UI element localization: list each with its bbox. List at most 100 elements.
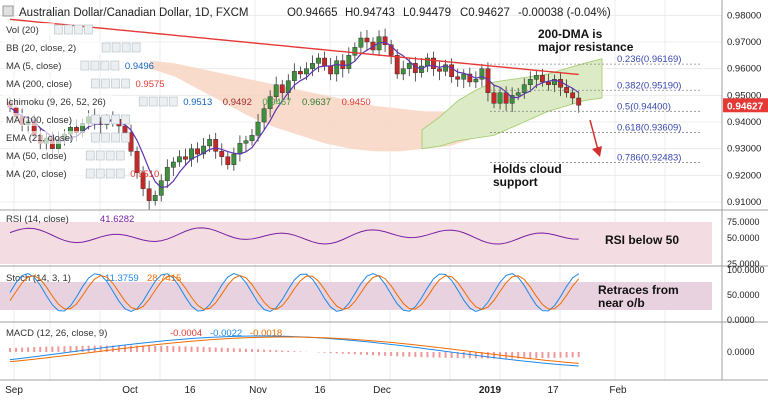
candle-body-up <box>461 73 467 80</box>
candle-body-down <box>540 75 545 83</box>
stoch-band <box>0 282 712 310</box>
indicator-settings-icon[interactable] <box>111 78 120 89</box>
candle-body-up <box>273 84 279 97</box>
candle-body-up <box>521 84 527 93</box>
indicator-settings-icon[interactable] <box>100 60 110 71</box>
indicator-settings-icon[interactable] <box>121 78 130 89</box>
indicator-settings-icon[interactable] <box>111 42 121 53</box>
macd-hist-bar <box>244 348 247 352</box>
indicator-settings-icon[interactable] <box>64 24 73 35</box>
indicator-settings-icon[interactable] <box>84 24 93 35</box>
candle-body-up <box>509 95 515 104</box>
fib-label: 0.618(0.93609) <box>617 122 681 133</box>
candle <box>316 53 321 73</box>
candle-body-up <box>207 139 213 147</box>
macd-hist-bar <box>57 346 60 352</box>
indicator-settings-icon[interactable] <box>131 42 141 53</box>
indicator-settings-icon[interactable] <box>105 150 115 161</box>
candle <box>164 159 170 189</box>
macd-hist-bar <box>154 345 157 352</box>
stoch-annotation-line1: Retraces from <box>598 283 679 297</box>
candle <box>437 60 442 81</box>
candle <box>352 42 358 62</box>
collapse-icon[interactable] <box>2 5 14 17</box>
indicator-settings-icon[interactable] <box>95 150 105 161</box>
candle-body-up <box>443 64 448 72</box>
price-tick: 0.92000 <box>727 170 761 181</box>
macd-hist-bar <box>402 352 405 357</box>
indicator-settings-icon[interactable] <box>158 96 168 107</box>
time-tick: Feb <box>609 385 627 396</box>
indicator-settings-icon[interactable] <box>74 24 83 35</box>
macd-hist-bar <box>184 346 187 352</box>
macd-tick: 0.0000 <box>727 347 755 357</box>
indicator-label: Ichimoku (9, 26, 52, 26) <box>6 97 106 108</box>
candle-body-down <box>576 97 582 106</box>
macd-hist-bar <box>341 352 344 354</box>
candle-body-down <box>455 76 461 80</box>
indicator-settings-icon[interactable] <box>101 132 110 143</box>
candle-body-down <box>134 151 140 173</box>
macd-hist-bar <box>196 346 199 352</box>
candle-body-up <box>304 68 309 75</box>
indicator-settings-icon[interactable] <box>121 42 131 53</box>
indicator-settings-icon[interactable] <box>111 114 120 125</box>
indicator-settings-icon[interactable] <box>91 132 100 143</box>
indicator-settings-icon[interactable] <box>101 114 110 125</box>
indicator-settings-icon[interactable] <box>85 168 95 179</box>
macd-hist-bar <box>251 348 253 352</box>
candle <box>261 103 267 130</box>
time-tick: Oct <box>122 385 138 396</box>
macd-hist-bar <box>142 345 145 352</box>
indicator-settings-icon[interactable] <box>85 150 95 161</box>
indicator-value: 0.9492 <box>223 97 252 108</box>
candle-body-up <box>201 145 206 155</box>
indicator-label-bg <box>2 95 112 108</box>
candle <box>243 135 249 153</box>
indicator-settings-icon[interactable] <box>138 96 148 107</box>
indicator-settings-icon[interactable] <box>95 168 105 179</box>
fib-label: 0.786(0.92483) <box>617 152 681 163</box>
indicator-settings-icon[interactable] <box>121 114 130 125</box>
indicator-settings-icon[interactable] <box>101 78 110 89</box>
indicator-settings-icon[interactable] <box>105 168 115 179</box>
macd-hist-bar <box>63 346 66 352</box>
candle <box>461 69 467 89</box>
indicator-settings-icon[interactable] <box>121 132 130 143</box>
candle-body-down <box>382 36 388 45</box>
price-tick: 0.94000 <box>727 117 761 128</box>
indicator-label-bg <box>2 113 94 126</box>
candle-body-up <box>255 121 261 136</box>
indicator-label: MA (5, close) <box>6 61 61 72</box>
indicator-settings-icon[interactable] <box>80 60 90 71</box>
stoch-tick: 100.0000 <box>727 265 765 275</box>
indicator-settings-icon[interactable] <box>111 132 120 143</box>
candle <box>382 28 388 53</box>
indicator-value: 0.9637 <box>302 97 331 108</box>
macd-hist-bar <box>111 345 114 352</box>
dma-annotation-line2: major resistance <box>538 40 634 54</box>
macd-hist-bar <box>511 352 514 359</box>
stoch-d-line <box>9 274 580 311</box>
candle <box>540 68 545 87</box>
macd-hist-bar <box>87 345 90 352</box>
macd-hist-bar <box>480 352 483 359</box>
indicator-settings-icon[interactable] <box>115 150 125 161</box>
indicator-settings-icon[interactable] <box>110 60 120 71</box>
indicator-settings-icon[interactable] <box>115 168 125 179</box>
candle-body-up <box>334 60 340 75</box>
candle-body-up <box>346 55 352 69</box>
candle <box>249 128 255 146</box>
macd-hist-bar <box>438 352 441 358</box>
indicator-settings-icon[interactable] <box>148 96 158 107</box>
indicator-settings-icon[interactable] <box>101 42 111 53</box>
indicator-settings-icon[interactable] <box>91 114 100 125</box>
indicator-settings-icon[interactable] <box>90 60 100 71</box>
indicator-settings-icon[interactable] <box>168 96 178 107</box>
rsi-label: RSI (14, close) <box>6 214 69 225</box>
indicator-label: Vol (20) <box>6 25 39 36</box>
indicator-settings-icon[interactable] <box>91 78 100 89</box>
rsi-value: 41.6282 <box>100 214 134 225</box>
indicator-settings-icon[interactable] <box>54 24 63 35</box>
